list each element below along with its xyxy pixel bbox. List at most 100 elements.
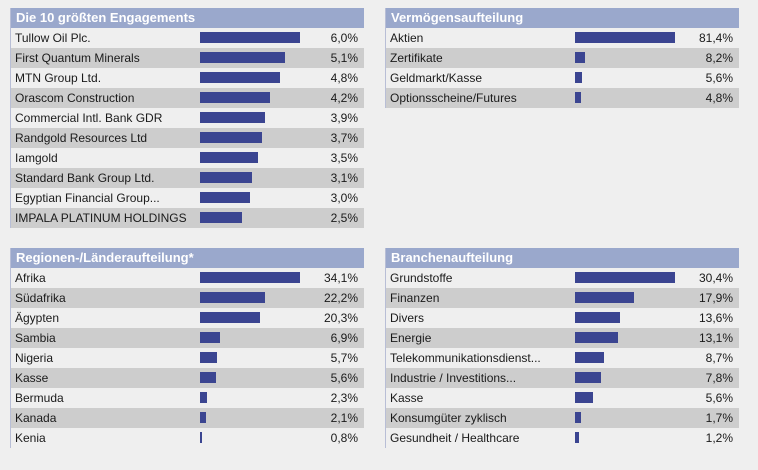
table-row: Tullow Oil Plc. 6,0% — [11, 28, 364, 48]
row-value: 8,7% — [705, 351, 733, 365]
row-label: Energie — [390, 331, 432, 345]
percentage-bar — [575, 332, 618, 343]
row-value: 5,6% — [705, 71, 733, 85]
table-row: Egyptian Financial Group... 3,0% — [11, 188, 364, 208]
table-row: Kenia 0,8% — [11, 428, 364, 448]
row-label: Sambia — [15, 331, 56, 345]
row-value: 4,8% — [705, 91, 733, 105]
row-value: 1,2% — [705, 431, 733, 445]
table-row: Zertifikate 8,2% — [386, 48, 739, 68]
table-row: Gesundheit / Healthcare 1,2% — [386, 428, 739, 448]
row-label: Geldmarkt/Kasse — [390, 71, 483, 85]
percentage-bar — [200, 32, 300, 43]
row-value: 4,2% — [330, 91, 358, 105]
percentage-bar — [200, 312, 260, 323]
row-label: Tullow Oil Plc. — [15, 31, 91, 45]
row-value: 6,0% — [330, 31, 358, 45]
row-value: 22,2% — [323, 291, 358, 305]
row-value: 2,1% — [330, 411, 358, 425]
region-allocation-panel: Regionen-/Länderaufteilung* Afrika 34,1% S… — [10, 248, 364, 448]
table-row: IMPALA PLATINUM HOLDINGS 2,5% — [11, 208, 364, 228]
row-value: 3,0% — [330, 191, 358, 205]
percentage-bar — [200, 132, 262, 143]
row-label: Nigeria — [15, 351, 54, 365]
percentage-bar — [200, 112, 265, 123]
panel-title: Die 10 größten Engagements — [11, 8, 364, 28]
table-row: Ägypten 20,3% — [11, 308, 364, 328]
table-row: Kanada 2,1% — [11, 408, 364, 428]
row-value: 5,6% — [705, 391, 733, 405]
row-label: Gesundheit / Healthcare — [390, 431, 520, 445]
percentage-bar — [575, 352, 604, 363]
table-row: Aktien 81,4% — [386, 28, 739, 48]
percentage-bar — [200, 392, 207, 403]
row-label: Ägypten — [15, 311, 60, 325]
row-value: 13,6% — [698, 311, 733, 325]
row-value: 34,1% — [323, 271, 358, 285]
percentage-bar — [200, 52, 285, 63]
row-label: Divers — [390, 311, 425, 325]
row-list: Tullow Oil Plc. 6,0% First Quantum Mineral… — [11, 28, 364, 228]
percentage-bar — [575, 32, 675, 43]
row-value: 20,3% — [323, 311, 358, 325]
row-value: 81,4% — [698, 31, 733, 45]
table-row: Konsumgüter zyklisch 1,7% — [386, 408, 739, 428]
table-row: Geldmarkt/Kasse 5,6% — [386, 68, 739, 88]
row-value: 13,1% — [698, 331, 733, 345]
row-label: Südafrika — [15, 291, 66, 305]
row-label: Industrie / Investitions... — [390, 371, 517, 385]
percentage-bar — [575, 432, 579, 443]
row-label: First Quantum Minerals — [15, 51, 140, 65]
percentage-bar — [200, 72, 280, 83]
percentage-bar — [200, 292, 265, 303]
row-label: IMPALA PLATINUM HOLDINGS — [15, 211, 187, 225]
panel-title: Vermögensaufteilung — [386, 8, 739, 28]
table-row: Grundstoffe 30,4% — [386, 268, 739, 288]
row-label: Finanzen — [390, 291, 440, 305]
row-value: 3,9% — [330, 111, 358, 125]
row-value: 7,8% — [705, 371, 733, 385]
row-value: 1,7% — [705, 411, 733, 425]
percentage-bar — [200, 92, 270, 103]
table-row: Bermuda 2,3% — [11, 388, 364, 408]
percentage-bar — [575, 412, 581, 423]
sector-allocation-panel: Branchenaufteilung Grundstoffe 30,4% Finan… — [385, 248, 739, 448]
row-value: 3,5% — [330, 151, 358, 165]
percentage-bar — [200, 192, 250, 203]
table-row: Kasse 5,6% — [386, 388, 739, 408]
table-row: Commercial Intl. Bank GDR 3,9% — [11, 108, 364, 128]
table-row: Finanzen 17,9% — [386, 288, 739, 308]
table-row: Südafrika 22,2% — [11, 288, 364, 308]
row-label: Kasse — [15, 371, 49, 385]
row-value: 4,8% — [330, 71, 358, 85]
row-label: Egyptian Financial Group... — [15, 191, 160, 205]
table-row: Optionsscheine/Futures 4,8% — [386, 88, 739, 108]
table-row: First Quantum Minerals 5,1% — [11, 48, 364, 68]
row-label: Aktien — [390, 31, 424, 45]
table-row: Nigeria 5,7% — [11, 348, 364, 368]
panel-title: Regionen-/Länderaufteilung* — [11, 248, 364, 268]
asset-allocation-panel: Vermögensaufteilung Aktien 81,4% Zertifika… — [385, 8, 739, 108]
row-list: Grundstoffe 30,4% Finanzen 17,9% Divers 13,6%… — [386, 268, 739, 448]
table-row: Orascom Construction 4,2% — [11, 88, 364, 108]
row-value: 30,4% — [698, 271, 733, 285]
row-label: Standard Bank Group Ltd. — [15, 171, 155, 185]
percentage-bar — [575, 92, 581, 103]
percentage-bar — [575, 312, 620, 323]
table-row: Standard Bank Group Ltd. 3,1% — [11, 168, 364, 188]
percentage-bar — [575, 292, 634, 303]
row-label: Afrika — [15, 271, 46, 285]
table-row: Afrika 34,1% — [11, 268, 364, 288]
table-row: Divers 13,6% — [386, 308, 739, 328]
row-label: Kenia — [15, 431, 46, 445]
percentage-bar — [200, 432, 202, 443]
row-label: Bermuda — [15, 391, 64, 405]
table-row: Randgold Resources Ltd 3,7% — [11, 128, 364, 148]
percentage-bar — [200, 212, 242, 223]
row-value: 2,3% — [330, 391, 358, 405]
row-value: 8,2% — [705, 51, 733, 65]
row-label: Randgold Resources Ltd — [15, 131, 148, 145]
percentage-bar — [575, 372, 601, 383]
percentage-bar — [200, 412, 206, 423]
panel-title: Branchenaufteilung — [386, 248, 739, 268]
